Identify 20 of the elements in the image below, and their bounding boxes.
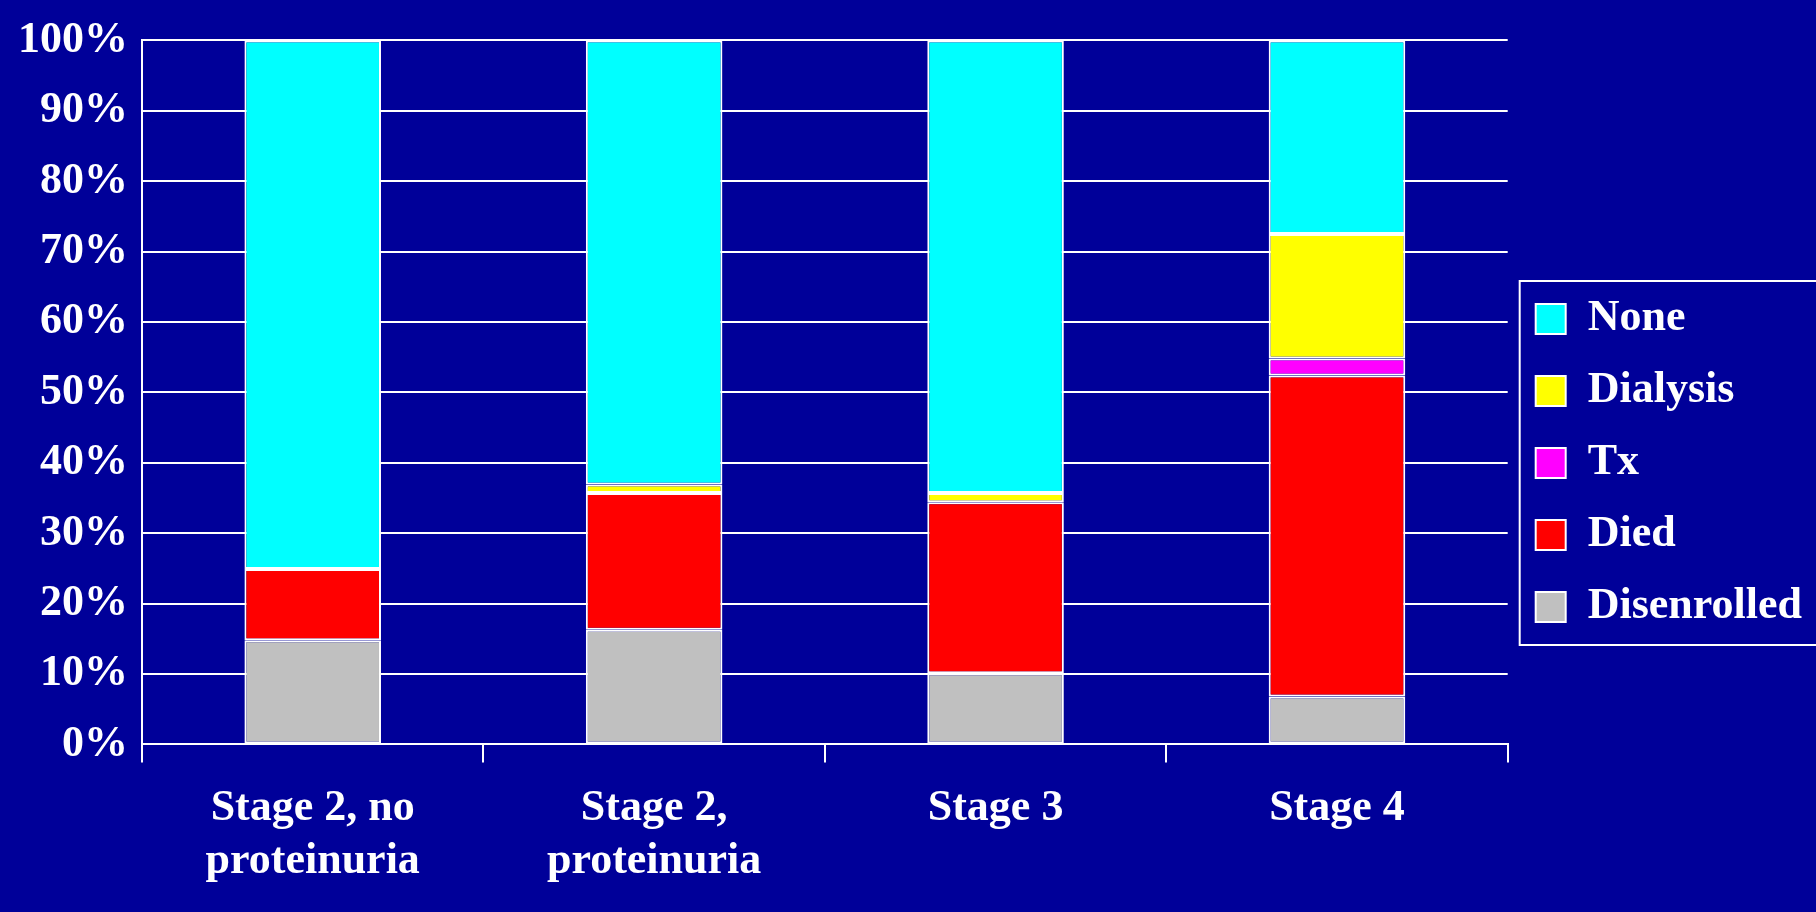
x-tick-label: Stage 4: [1269, 781, 1405, 831]
y-tick-label: 20%: [40, 575, 128, 625]
y-tick-label: 30%: [40, 505, 128, 555]
y-tick-label: 50%: [40, 364, 128, 414]
legend-label: Disenrolled: [1587, 579, 1803, 629]
y-tick-label: 40%: [40, 435, 128, 485]
x-tick-label: Stage 3: [927, 781, 1064, 831]
y-tick-label: 90%: [40, 83, 128, 133]
x-tick-label: Stage 2, proteinuria: [546, 781, 762, 883]
y-tick-label: 0%: [62, 716, 128, 766]
y-tick-label: 80%: [40, 153, 128, 203]
y-tick-label: 60%: [40, 294, 128, 344]
legend-label: Dialysis: [1587, 363, 1735, 413]
legend-label: Died: [1587, 507, 1676, 557]
y-tick-label: 10%: [40, 646, 128, 696]
x-tick-label: Stage 2, no proteinuria: [205, 781, 420, 883]
y-tick-label: 100%: [18, 12, 128, 62]
y-tick-label: 70%: [40, 223, 128, 273]
legend-label: None: [1587, 291, 1686, 341]
legend-label: Tx: [1587, 435, 1640, 485]
